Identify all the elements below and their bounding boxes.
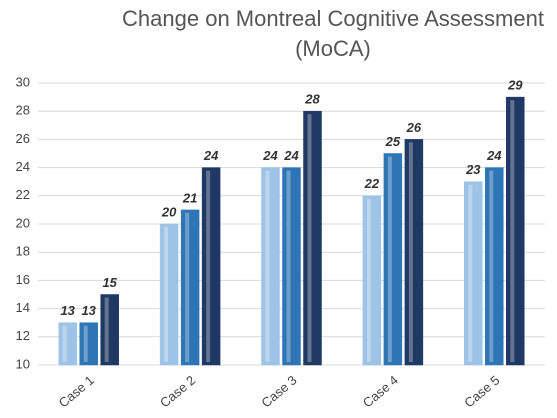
bar: [282, 167, 301, 366]
bar: [464, 181, 483, 366]
chart-title: Change on Montreal Cognitive Assessment: [122, 6, 544, 31]
x-tick-label: Case 4: [360, 372, 401, 410]
bar: [261, 167, 280, 366]
y-tick-label: 20: [16, 215, 30, 230]
x-tick-label: Case 5: [461, 372, 502, 410]
bar: [362, 195, 382, 366]
bar: [506, 96, 525, 366]
bar: [58, 322, 77, 366]
bar-highlight: [489, 170, 494, 362]
data-label: 23: [465, 162, 481, 177]
y-tick-label: 30: [16, 74, 30, 89]
bar: [159, 223, 179, 366]
data-label: 20: [161, 204, 177, 219]
y-tick-label: 28: [16, 103, 30, 118]
bar: [100, 294, 119, 366]
bar-highlight: [366, 198, 371, 362]
bar-highlight: [62, 325, 67, 362]
y-tick-label: 26: [16, 131, 30, 146]
bar-highlight: [185, 212, 190, 362]
data-label: 21: [182, 190, 197, 205]
x-tick-label: Case 2: [157, 372, 198, 410]
data-label: 28: [304, 92, 320, 107]
bar: [303, 110, 322, 366]
bar: [404, 139, 424, 366]
bar-highlight: [286, 170, 291, 362]
y-tick-label: 14: [16, 300, 30, 315]
y-tick-label: 18: [16, 244, 30, 259]
y-tick-label: 22: [16, 187, 30, 202]
data-label: 25: [385, 134, 401, 149]
bar-highlight: [164, 227, 169, 362]
bar-highlight: [307, 114, 312, 362]
bar: [383, 153, 403, 366]
data-label: 26: [406, 120, 422, 135]
bar-highlight: [104, 297, 109, 362]
x-tick-label: Case 3: [258, 372, 299, 410]
bar-highlight: [206, 170, 211, 362]
data-label: 22: [364, 176, 380, 191]
y-tick-label: 16: [16, 272, 30, 287]
data-label: 13: [60, 303, 75, 318]
data-label: 29: [507, 78, 523, 93]
data-label: 24: [203, 148, 219, 163]
chart-title: (MoCA): [295, 36, 371, 61]
bar-highlight: [468, 184, 473, 362]
bar-highlight: [265, 170, 270, 362]
bar: [201, 167, 221, 366]
y-tick-label: 12: [16, 328, 30, 343]
data-label: 15: [102, 275, 117, 290]
bar: [180, 209, 200, 366]
y-tick-label: 24: [16, 159, 30, 174]
bar-highlight: [83, 325, 88, 362]
y-tick-label: 10: [16, 356, 30, 371]
bar: [79, 322, 98, 366]
data-label: 24: [283, 148, 299, 163]
bar: [485, 167, 504, 366]
x-tick-label: Case 1: [56, 372, 97, 410]
data-label: 13: [81, 303, 96, 318]
bar-highlight: [510, 100, 515, 362]
bar-highlight: [387, 156, 392, 362]
data-label: 24: [486, 148, 502, 163]
data-label: 24: [262, 148, 278, 163]
bar-highlight: [408, 142, 413, 362]
